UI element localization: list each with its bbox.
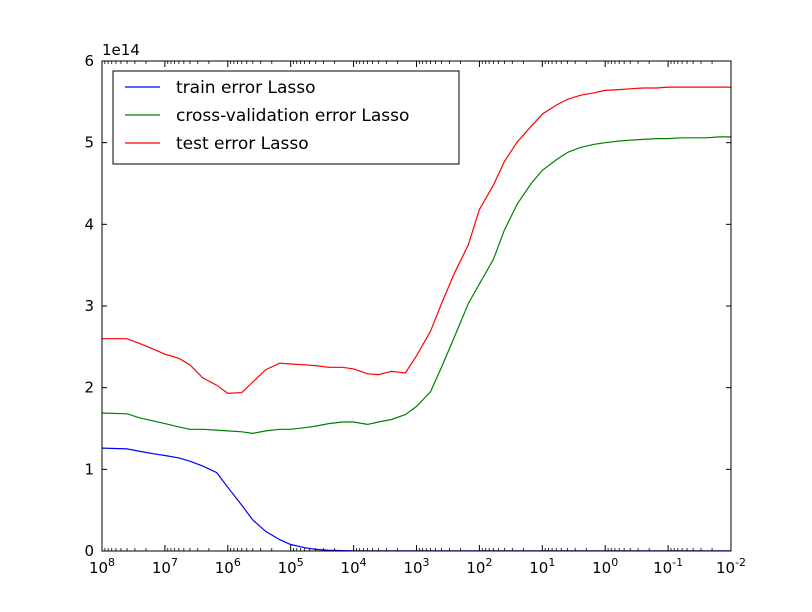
y-tick-label-3: 3 (84, 297, 94, 315)
x-tick-label-0: 108 (89, 556, 115, 577)
y-tick-label-2: 2 (84, 379, 94, 397)
legend-label-1: cross-validation error Lasso (176, 106, 409, 126)
legend-label-2: test error Lasso (176, 134, 309, 154)
y-tick-label-0: 0 (84, 542, 94, 560)
legend-entries: train error Lasso cross-validation error … (125, 78, 409, 154)
x-tick-label-5: 103 (403, 556, 429, 577)
legend-label-0: train error Lasso (176, 78, 316, 98)
y-tick-label-1: 1 (84, 460, 94, 478)
x-tick-label-7: 101 (529, 556, 555, 577)
y-tick-label-6: 6 (84, 52, 94, 70)
series-line-1 (101, 136, 731, 435)
x-tick-label-2: 106 (215, 556, 241, 577)
x-tick-label-9: 10-1 (653, 556, 683, 577)
y-tick-label-5: 5 (84, 134, 94, 152)
legend-box (112, 70, 460, 165)
x-axis: 108 107 106 105 104 103 102 101 100 10-1 10-2 (89, 61, 746, 577)
x-tick-label-10: 10-2 (716, 556, 746, 577)
x-tick-label-3: 105 (278, 556, 304, 577)
x-tick-label-8: 100 (592, 556, 618, 577)
y-offset-label: 1e14 (102, 41, 140, 59)
legend: train error Lasso cross-validation error … (112, 70, 460, 165)
x-tick-label-4: 104 (341, 556, 367, 577)
x-tick-label-1: 107 (152, 556, 178, 577)
y-axis: 0 1 2 3 4 5 6 (84, 52, 731, 560)
y-tick-label-4: 4 (84, 215, 94, 233)
x-tick-label-6: 102 (466, 556, 492, 577)
series-line-2 (102, 86, 731, 395)
